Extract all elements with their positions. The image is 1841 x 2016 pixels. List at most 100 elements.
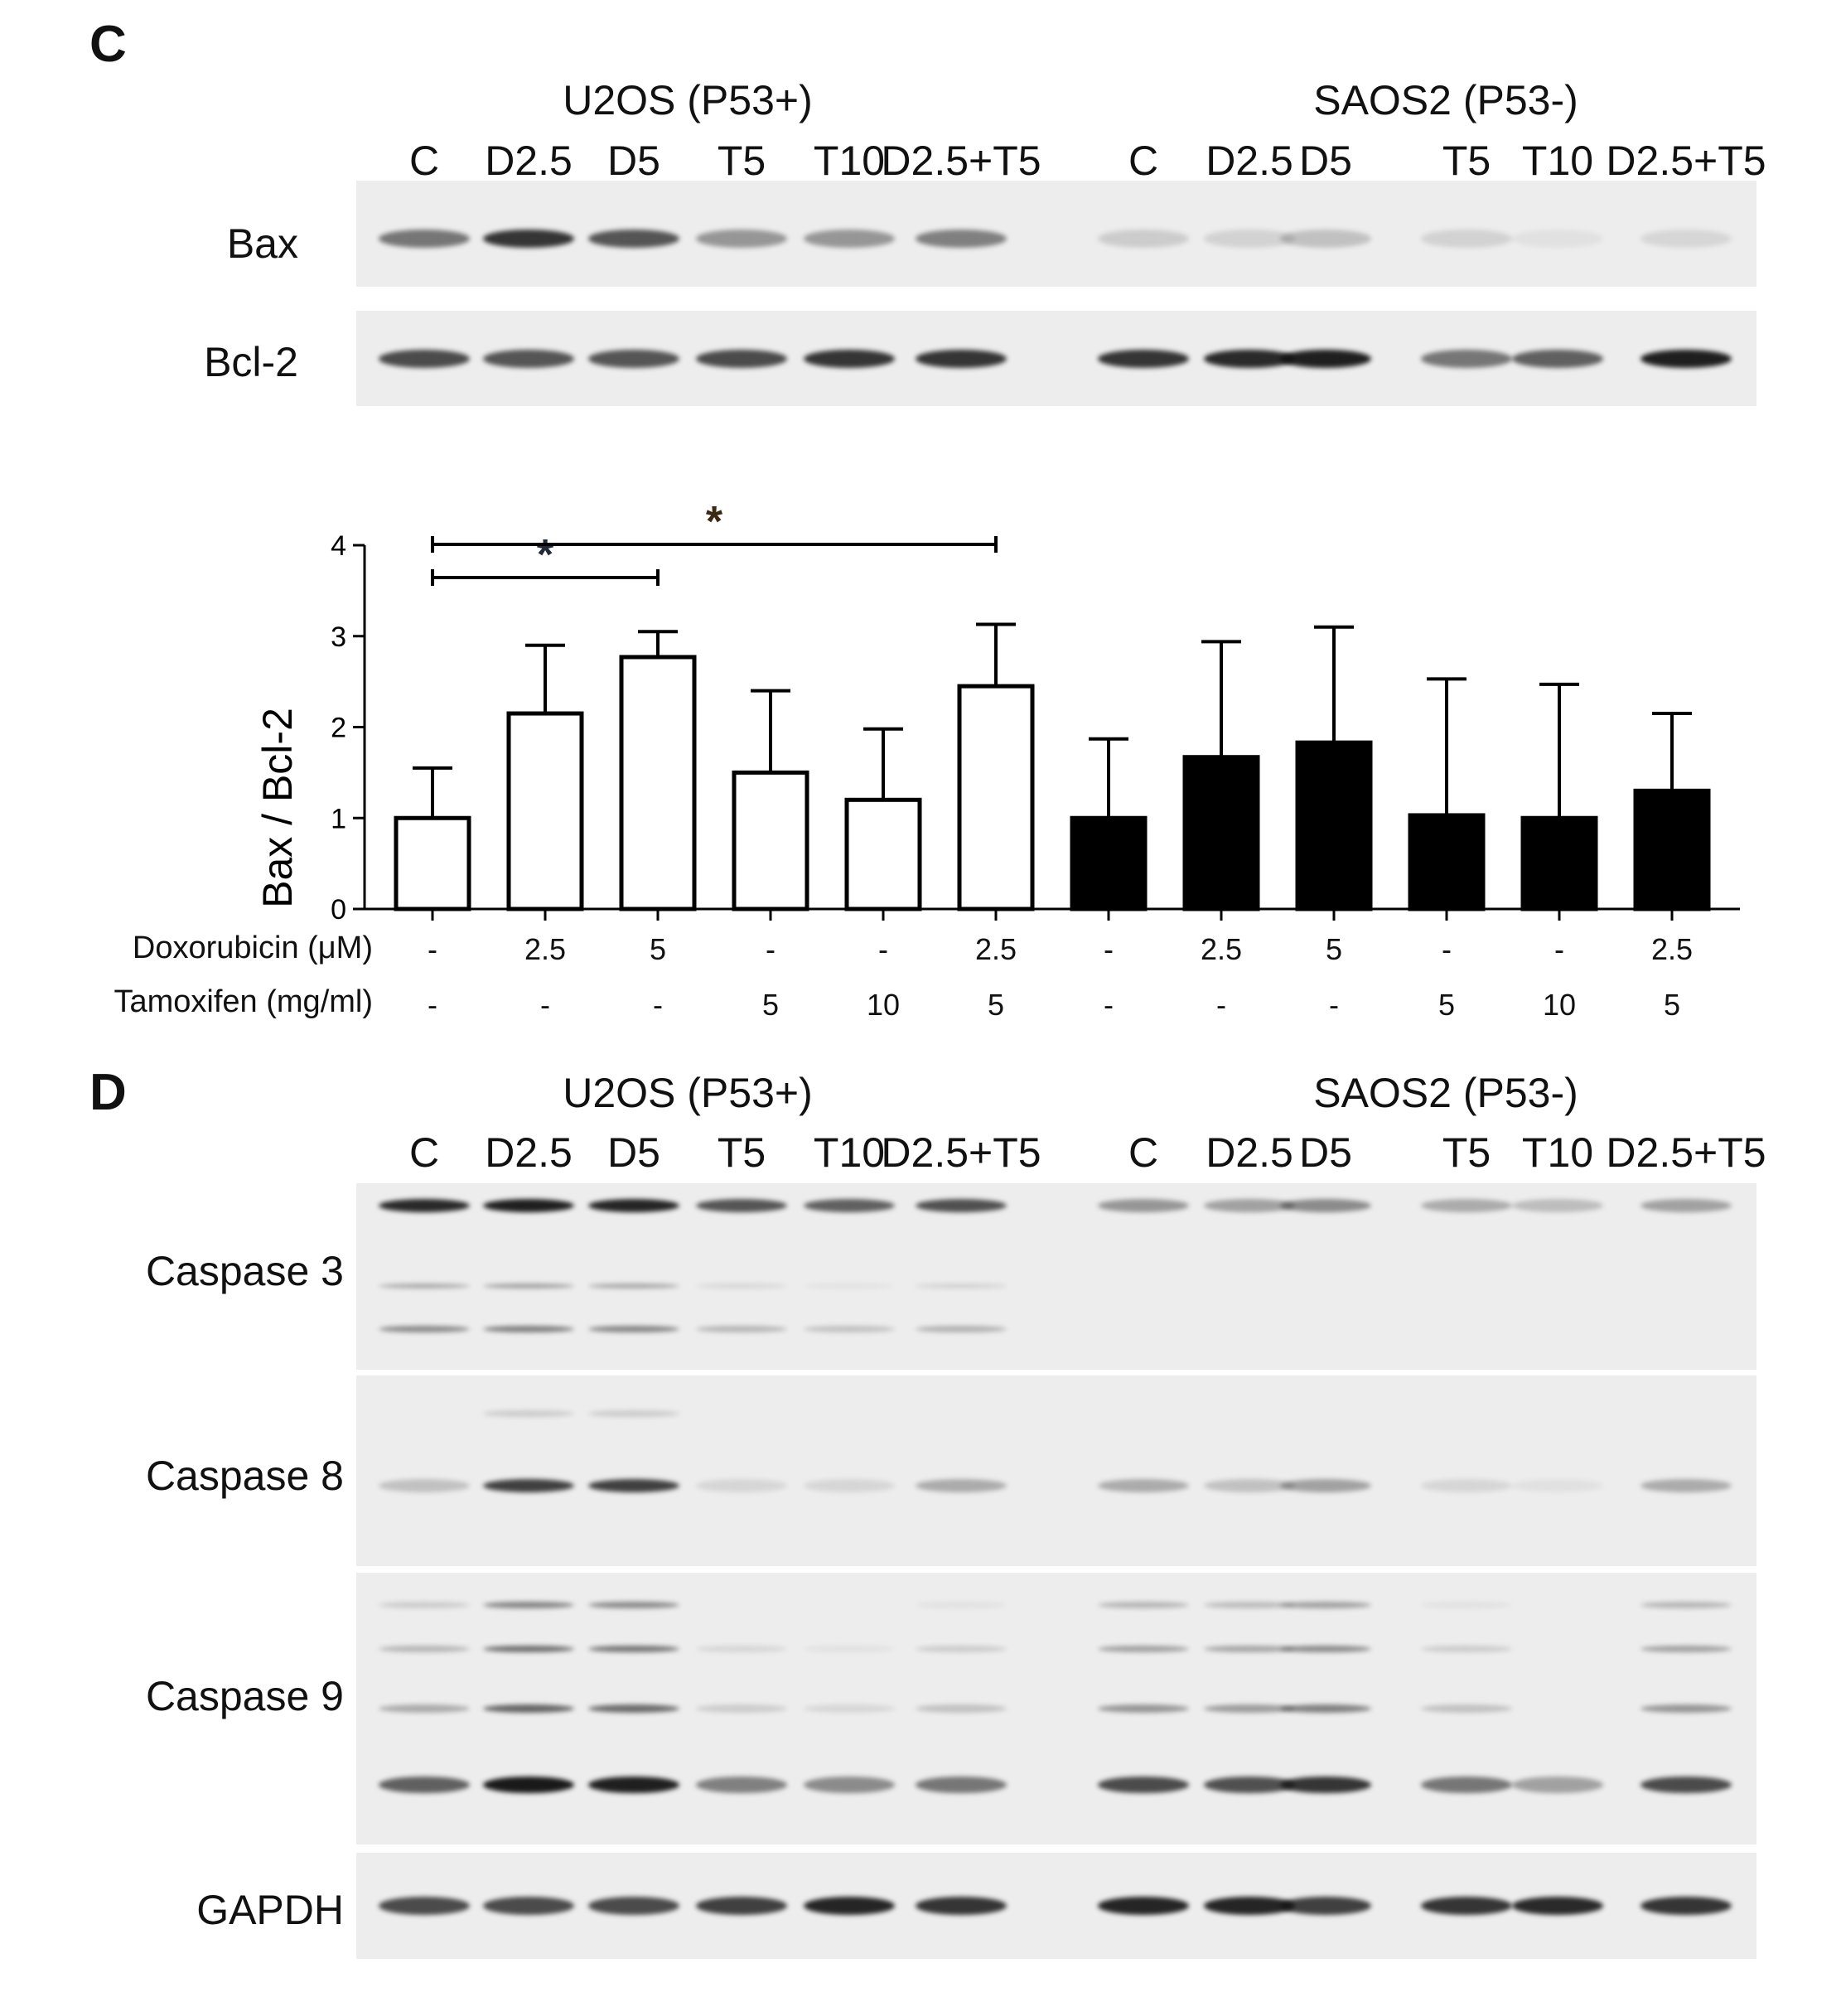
- lane-label: D5: [607, 1129, 660, 1176]
- blot-gapdh: [356, 1853, 1756, 1959]
- blot-label-caspase8: Caspase 8: [145, 1453, 344, 1499]
- lane-label: D2.5: [485, 1129, 573, 1176]
- blot-band: [588, 349, 679, 368]
- y-axis-label: Bax / Bcl-2: [254, 708, 301, 908]
- blot-band: [1098, 230, 1189, 249]
- condition-value: 2.5: [1650, 932, 1694, 966]
- significance-star: *: [537, 531, 554, 579]
- blot-band: [1098, 1479, 1189, 1493]
- condition-value: -: [540, 988, 550, 1022]
- condition-value: 5: [1663, 988, 1681, 1022]
- condition-value: 2.5: [524, 932, 567, 966]
- condition-value: -: [1104, 988, 1114, 1022]
- lane-label: C: [408, 138, 440, 184]
- lane-label: D5: [1299, 1129, 1352, 1176]
- lane-label: D5: [1299, 138, 1352, 184]
- lane-label: T5: [717, 138, 766, 184]
- blot-band: [1421, 1776, 1512, 1793]
- lane-label: D2.5: [485, 138, 573, 184]
- bar: [1070, 815, 1148, 911]
- condition-value: 10: [866, 988, 901, 1022]
- doxorubicin-row-label: Doxorubicin (μM): [132, 931, 373, 965]
- blot-band: [379, 1602, 470, 1609]
- condition-value: 5: [1325, 932, 1343, 966]
- blot-band: [1512, 1479, 1603, 1493]
- blot-label-gapdh: GAPDH: [196, 1887, 344, 1933]
- blot-band: [1098, 1199, 1189, 1212]
- blot-band: [588, 1897, 679, 1915]
- blot-band: [1512, 230, 1603, 249]
- blot-band: [804, 1479, 895, 1493]
- condition-value: -: [1216, 988, 1226, 1022]
- condition-value: 2.5: [974, 932, 1017, 966]
- blot-band: [1512, 1776, 1603, 1793]
- blot-caspase3: [356, 1183, 1756, 1370]
- blot-band: [1640, 1199, 1732, 1212]
- blot-band: [483, 1479, 574, 1493]
- blot-band: [1421, 1645, 1512, 1652]
- blot-band: [916, 230, 1007, 249]
- condition-value: -: [653, 988, 663, 1022]
- blot-band: [379, 349, 470, 368]
- blot-band: [379, 1325, 470, 1332]
- blot-band: [804, 1776, 895, 1793]
- blot-label-caspase9: Caspase 9: [145, 1673, 344, 1719]
- y-tick-label: 4: [331, 530, 346, 562]
- blot-band: [916, 1602, 1007, 1609]
- bar: [1633, 788, 1711, 911]
- panel-c-letter: C: [89, 16, 127, 73]
- blot-band: [1421, 1704, 1512, 1713]
- blot-band: [1640, 349, 1732, 368]
- blot-band: [1640, 1602, 1732, 1609]
- blot-band: [483, 1199, 574, 1212]
- blot-band: [483, 1410, 574, 1417]
- blot-band: [696, 1776, 787, 1793]
- blot-band: [804, 1704, 895, 1713]
- condition-value: -: [1104, 932, 1114, 966]
- lane-label: T5: [1442, 1129, 1491, 1176]
- y-tick-label: 2: [331, 713, 346, 744]
- blot-band: [379, 1704, 470, 1713]
- blot-band: [696, 1645, 787, 1652]
- blot-band: [1098, 1645, 1189, 1652]
- blot-band: [1280, 1704, 1371, 1713]
- blot-band: [696, 1479, 787, 1493]
- blot-band: [1640, 1897, 1732, 1915]
- blot-band: [916, 1283, 1007, 1288]
- panel-d-group-left-title: U2OS (P53+): [563, 1070, 813, 1116]
- blot-band: [1640, 1704, 1732, 1713]
- bar: [619, 655, 697, 911]
- condition-value: -: [428, 988, 437, 1022]
- blot-band: [588, 1776, 679, 1793]
- blot-band: [804, 1199, 895, 1212]
- blot-band: [696, 1325, 787, 1332]
- blot-band: [483, 1283, 574, 1288]
- bar: [957, 684, 1035, 911]
- blot-band: [1280, 230, 1371, 249]
- lane-label: T5: [1442, 138, 1491, 184]
- blot-band: [1421, 230, 1512, 249]
- blot-band: [1280, 1199, 1371, 1212]
- blot-band: [483, 349, 574, 368]
- bar: [1182, 755, 1260, 911]
- blot-bax: [356, 181, 1756, 287]
- bar: [394, 815, 471, 911]
- blot-band: [696, 1897, 787, 1915]
- condition-value: -: [1442, 932, 1452, 966]
- blot-band: [379, 230, 470, 249]
- blot-band: [588, 1479, 679, 1493]
- blot-band: [916, 349, 1007, 368]
- blot-band: [483, 230, 574, 249]
- bar: [1520, 815, 1598, 911]
- lane-label: D2.5+T5: [1606, 138, 1766, 184]
- blot-band: [916, 1776, 1007, 1793]
- blot-band: [1204, 1199, 1295, 1212]
- blot-band: [1421, 1199, 1512, 1212]
- blot-band: [1280, 1602, 1371, 1609]
- blot-band: [1280, 1776, 1371, 1793]
- blot-band: [804, 1325, 895, 1332]
- lane-label: D2.5+T5: [881, 1129, 1041, 1176]
- lane-label: T5: [717, 1129, 766, 1176]
- blot-label-bcl2: Bcl-2: [204, 339, 298, 385]
- blot-band: [916, 1645, 1007, 1652]
